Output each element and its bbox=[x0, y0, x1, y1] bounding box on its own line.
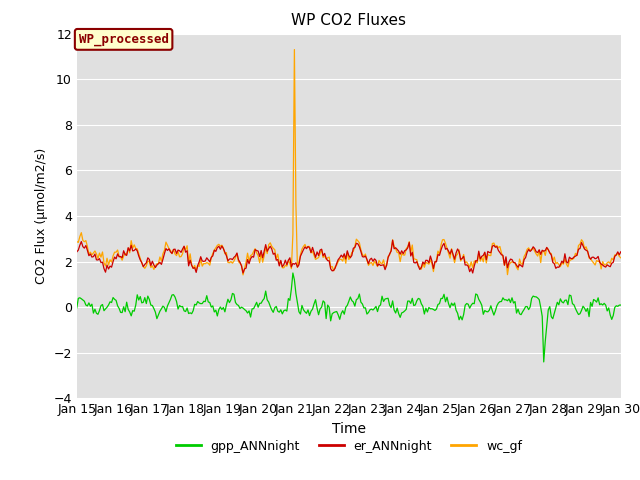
wc_gf bbox=[386, 252, 394, 258]
er_ANNnight bbox=[174, 247, 182, 253]
er_ANNnight bbox=[388, 237, 396, 243]
Legend: gpp_ANNnight, er_ANNnight, wc_gf: gpp_ANNnight, er_ANNnight, wc_gf bbox=[171, 435, 527, 458]
wc_gf bbox=[73, 239, 81, 244]
wc_gf bbox=[617, 255, 625, 261]
wc_gf bbox=[88, 252, 96, 258]
gpp_ANNnight bbox=[289, 270, 297, 276]
Line: wc_gf: wc_gf bbox=[77, 49, 621, 275]
gpp_ANNnight bbox=[384, 295, 392, 301]
X-axis label: Time: Time bbox=[332, 422, 366, 436]
Text: WP_processed: WP_processed bbox=[79, 33, 168, 46]
er_ANNnight bbox=[239, 270, 247, 276]
er_ANNnight bbox=[404, 245, 412, 251]
wc_gf bbox=[291, 47, 298, 52]
Line: er_ANNnight: er_ANNnight bbox=[77, 240, 621, 273]
wc_gf bbox=[404, 244, 412, 250]
wc_gf bbox=[416, 264, 424, 270]
gpp_ANNnight bbox=[554, 300, 561, 305]
er_ANNnight bbox=[416, 266, 424, 272]
gpp_ANNnight bbox=[540, 359, 548, 365]
Line: gpp_ANNnight: gpp_ANNnight bbox=[77, 273, 621, 362]
gpp_ANNnight bbox=[617, 302, 625, 308]
er_ANNnight bbox=[554, 264, 561, 270]
wc_gf bbox=[239, 272, 247, 278]
er_ANNnight bbox=[384, 255, 392, 261]
wc_gf bbox=[554, 260, 561, 265]
gpp_ANNnight bbox=[415, 296, 422, 301]
gpp_ANNnight bbox=[174, 306, 182, 312]
er_ANNnight bbox=[88, 254, 96, 260]
Title: WP CO2 Fluxes: WP CO2 Fluxes bbox=[291, 13, 406, 28]
gpp_ANNnight bbox=[88, 301, 96, 307]
gpp_ANNnight bbox=[403, 306, 410, 312]
er_ANNnight bbox=[617, 249, 625, 255]
wc_gf bbox=[174, 249, 182, 254]
Y-axis label: CO2 Flux (μmol/m2/s): CO2 Flux (μmol/m2/s) bbox=[35, 148, 48, 284]
er_ANNnight bbox=[73, 249, 81, 255]
gpp_ANNnight bbox=[73, 305, 81, 311]
